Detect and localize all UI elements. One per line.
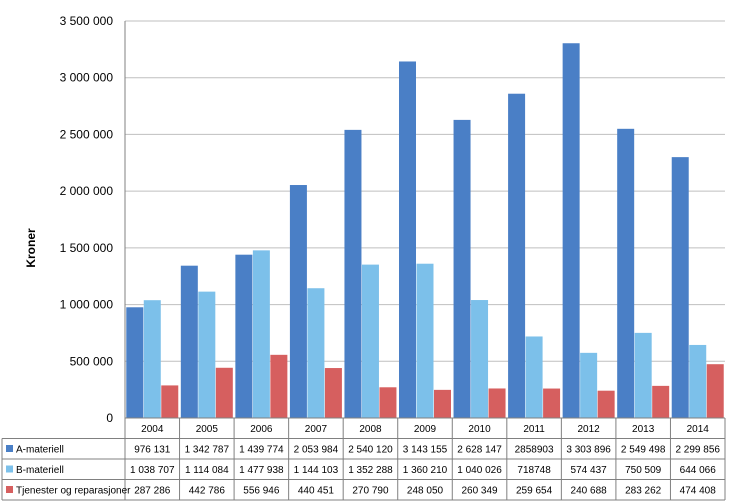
y-axis: 0 500 000 1 000 000 1 500 000 2 000 000 2 500…: [60, 14, 126, 425]
bar-a-materiell-2014: [671, 157, 689, 418]
data-label: 3 143 155: [403, 445, 448, 456]
bar-b-materiell-2011: [525, 336, 543, 418]
x-tick-label: 2005: [196, 424, 219, 435]
data-label: 248 050: [407, 486, 444, 497]
y-tick-label: 1 000 000: [60, 298, 114, 312]
x-tick-label: 2013: [632, 424, 655, 435]
bar-b-materiell-2012: [580, 352, 598, 418]
data-label: 2858903: [515, 445, 554, 456]
x-tick-label: 2008: [359, 424, 382, 435]
bar-tjenester-og-reparasjoner-2010: [488, 388, 506, 418]
bar-a-materiell-2011: [508, 93, 526, 418]
bar-a-materiell-2005: [180, 265, 198, 418]
data-label: 2 540 120: [348, 445, 393, 456]
data-label: 1 342 787: [185, 445, 230, 456]
x-tick-label: 2010: [468, 424, 491, 435]
y-tick-label: 2 500 000: [60, 127, 114, 141]
data-label: 574 437: [571, 465, 608, 476]
bar-b-materiell-2008: [361, 264, 379, 418]
bar-tjenester-og-reparasjoner-2007: [324, 368, 342, 418]
data-label: 259 654: [516, 486, 553, 497]
y-tick-label: 0: [106, 411, 113, 425]
bar-b-materiell-2004: [143, 300, 161, 418]
x-tick-label: 2007: [305, 424, 328, 435]
legend-entry: A-materiell: [16, 445, 64, 456]
y-tick-label: 3 500 000: [60, 14, 114, 28]
data-label: 1 439 774: [239, 445, 284, 456]
data-label: 440 451: [298, 486, 335, 497]
bar-a-materiell-2006: [235, 254, 253, 418]
bar-b-materiell-2009: [416, 263, 434, 418]
data-label: 3 303 896: [566, 445, 611, 456]
bar-a-materiell-2009: [399, 61, 416, 419]
bars: [126, 43, 724, 419]
data-label: 240 688: [571, 486, 608, 497]
data-label: 442 786: [189, 486, 226, 497]
bar-tjenester-og-reparasjoner-2012: [597, 390, 615, 418]
legend-swatch: [6, 465, 13, 473]
data-label: 474 408: [680, 486, 717, 497]
data-label: 283 262: [625, 486, 662, 497]
bar-tjenester-og-reparasjoner-2009: [434, 389, 451, 418]
x-tick-label: 2009: [414, 424, 437, 435]
data-label: 260 349: [461, 486, 498, 497]
bar-a-materiell-2013: [617, 128, 635, 418]
data-label: 2 628 147: [457, 445, 502, 456]
bar-a-materiell-2008: [344, 129, 362, 419]
bar-a-materiell-2012: [562, 43, 580, 418]
legend-swatch: [6, 445, 13, 452]
data-label: 287 286: [134, 486, 171, 497]
data-label: 976 131: [134, 445, 171, 456]
bar-b-materiell-2007: [307, 288, 325, 418]
data-label: 1 477 938: [239, 465, 284, 476]
data-label: 1 038 707: [130, 465, 175, 476]
bar-b-materiell-2005: [198, 291, 216, 418]
bar-tjenester-og-reparasjoner-2013: [652, 385, 670, 418]
bar-tjenester-og-reparasjoner-2004: [161, 385, 179, 418]
y-tick-label: 500 000: [70, 354, 114, 368]
x-tick-label: 2011: [523, 424, 545, 435]
legend-swatch: [6, 486, 13, 493]
data-label: 1 144 103: [294, 465, 339, 476]
data-label: 2 549 498: [621, 445, 666, 456]
data-label: 556 946: [243, 486, 280, 497]
bar-tjenester-og-reparasjoner-2008: [379, 387, 397, 418]
legend-entry: B-materiell: [16, 465, 64, 476]
x-tick-label: 2006: [250, 424, 273, 435]
bar-tjenester-og-reparasjoner-2011: [543, 388, 561, 418]
data-label: 1 114 084: [185, 465, 229, 476]
y-tick-label: 2 000 000: [60, 184, 114, 198]
data-label: 750 509: [625, 465, 662, 476]
data-label: 2 299 856: [675, 445, 720, 456]
data-table: 2004 2005 2006 2007 2008 2009 2010 2011 2012 2013…: [1, 417, 726, 501]
x-tick-label: 2012: [578, 424, 601, 435]
data-label: 1 040 026: [457, 465, 502, 476]
bar-a-materiell-2007: [289, 185, 307, 418]
legend-entry: Tjenester og reparasjoner: [16, 486, 131, 497]
data-label: 1 352 288: [348, 465, 393, 476]
bar-a-materiell-2004: [126, 307, 144, 418]
bar-tjenester-og-reparasjoner-2005: [215, 367, 233, 418]
bar-a-materiell-2010: [453, 119, 471, 419]
data-label: 644 066: [680, 465, 717, 476]
data-label: 1 360 210: [403, 465, 448, 476]
x-tick-label: 2014: [687, 424, 710, 435]
bar-b-materiell-2014: [689, 344, 707, 418]
bar-tjenester-og-reparasjoner-2014: [706, 364, 724, 418]
bar-b-materiell-2013: [634, 332, 652, 418]
x-tick-label: 2004: [141, 424, 164, 435]
y-tick-label: 1 500 000: [60, 241, 114, 255]
y-tick-label: 3 000 000: [60, 71, 114, 85]
data-label: 718748: [517, 465, 551, 476]
data-label: 270 790: [352, 486, 389, 497]
data-label: 2 053 984: [294, 445, 339, 456]
bar-tjenester-og-reparasjoner-2006: [270, 354, 288, 418]
bar-b-materiell-2010: [471, 300, 489, 418]
y-axis-label: Kroner: [24, 228, 38, 268]
bar-b-materiell-2006: [252, 250, 270, 418]
